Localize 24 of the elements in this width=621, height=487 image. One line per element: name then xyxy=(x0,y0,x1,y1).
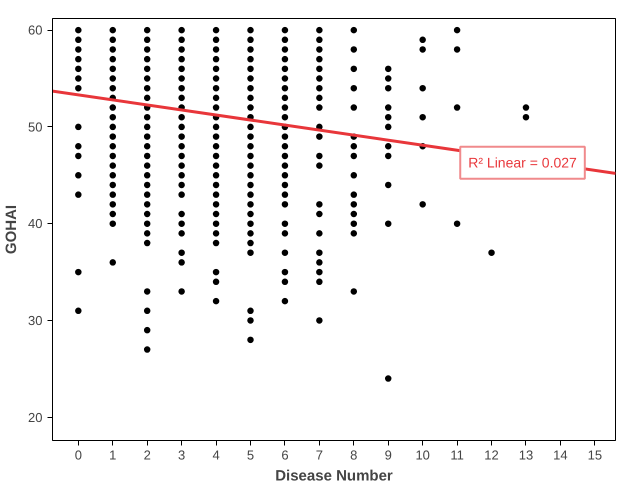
y-tick-label: 60 xyxy=(28,22,43,38)
x-tick-label: 5 xyxy=(246,448,254,462)
x-tick-label: 14 xyxy=(553,448,568,462)
y-tick-label: 50 xyxy=(28,119,43,134)
x-tick-label: 1 xyxy=(109,448,116,462)
x-axis-title: Disease Number xyxy=(275,468,393,484)
x-tick-label: 2 xyxy=(144,448,151,462)
x-tick-label: 8 xyxy=(350,448,358,462)
x-tick-label: 7 xyxy=(316,448,323,462)
x-tick-label: 0 xyxy=(74,448,82,462)
x-tick-label: 3 xyxy=(178,448,186,462)
x-tick-label: 15 xyxy=(588,448,602,462)
x-tick-label: 13 xyxy=(518,448,534,462)
y-axis-title: GOHAI xyxy=(3,204,20,254)
x-tick-label: 4 xyxy=(212,448,220,462)
x-tick-label: 9 xyxy=(384,448,392,462)
annotation: R² Linear = 0.027 xyxy=(468,154,578,171)
y-tick-label: 30 xyxy=(28,312,43,328)
x-tick-label: 11 xyxy=(450,448,464,462)
x-tick-label: 10 xyxy=(415,448,430,462)
y-tick-label: 20 xyxy=(28,410,43,425)
y-tick-label: 40 xyxy=(28,216,43,232)
x-tick-label: 12 xyxy=(484,448,499,462)
x-tick-label: 6 xyxy=(281,448,289,462)
